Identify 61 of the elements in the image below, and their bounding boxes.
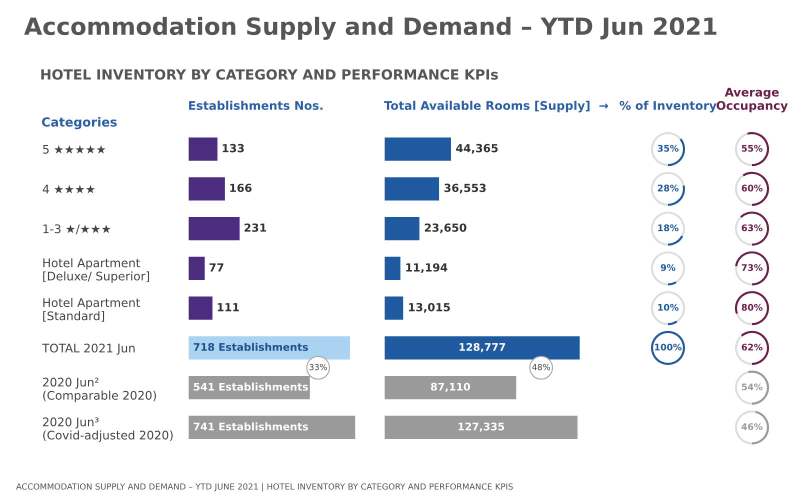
data-label: 46% (742, 423, 763, 430)
bar (384, 136, 452, 162)
data-label: 128,777 (460, 343, 506, 352)
data-label: 10% (658, 304, 679, 311)
chart-title: Total Available Rooms [Supply] → (384, 100, 608, 112)
bar (188, 295, 214, 322)
bar (384, 374, 518, 401)
bar (384, 414, 579, 440)
data-label: 231 (244, 223, 266, 232)
y-tick-label: TOTAL 2021 Jun (42, 344, 135, 355)
y-tick-label: 2020 Jun³ (Covid-adjusted 2020) (43, 417, 173, 442)
data-label: 36,553 (444, 184, 486, 194)
data-label: 11,194 (406, 263, 448, 274)
text: ACCOMMODATION SUPPLY AND DEMAND – YTD JUNE 2021 | HOTEL INVENTORY BY CATEGORY AND PERFORMANCE KPIS (16, 483, 513, 492)
annotation: 48% (532, 364, 550, 370)
data-label: 62% (742, 344, 763, 351)
bar (188, 414, 357, 440)
data-label: 741 Establishments (194, 422, 308, 430)
bar (188, 216, 242, 242)
data-label: 100% (655, 344, 682, 351)
y-tick-label: 2020 Jun² (Comparable 2020) (43, 378, 156, 402)
data-label: 80% (742, 304, 763, 311)
data-label: 54% (742, 383, 763, 390)
data-label: 127,335 (458, 422, 504, 432)
bar (384, 176, 440, 202)
data-label: 60% (742, 184, 763, 192)
text: Average Occupancy (716, 88, 788, 112)
text: HOTEL INVENTORY BY CATEGORY AND PERFORMANCE KPIs (41, 69, 498, 80)
data-label: 55% (742, 144, 763, 152)
data-label: 18% (658, 224, 679, 232)
data-label: 23,650 (424, 223, 466, 234)
data-label: 87,110 (430, 382, 470, 392)
bar (188, 255, 206, 282)
chart-title: Establishments Nos. (189, 100, 322, 110)
data-label: 541 Establishments (194, 382, 308, 391)
bar (384, 255, 402, 282)
data-label: 13,015 (409, 302, 450, 313)
bar (188, 176, 226, 202)
data-label: 28% (658, 184, 679, 192)
data-label: 35% (658, 144, 679, 152)
data-label: 77 (210, 263, 224, 272)
bar (188, 136, 219, 162)
bar (384, 216, 421, 242)
data-label: 44,365 (456, 144, 498, 154)
y-tick-label: Hotel Apartment [Standard] (43, 298, 140, 322)
bar (384, 295, 405, 322)
data-label: 111 (218, 303, 239, 312)
y-tick-label: Hotel Apartment [Deluxe/ Superior] (43, 258, 150, 283)
y-tick-label: 4 ★★★★ (42, 184, 95, 194)
data-label: 9% (660, 264, 676, 271)
data-label: 133 (222, 144, 244, 152)
y-axis-title: Categories (42, 117, 117, 130)
annotation: 33% (309, 364, 327, 370)
data-label: 73% (742, 264, 763, 271)
y-tick-label: 1-3 ★/★★★ (43, 224, 111, 234)
data-label: 166 (230, 184, 252, 192)
text: Accommodation Supply and Demand – YTD Jun 2021 (24, 16, 716, 40)
text: % of Inventory (620, 100, 717, 112)
y-tick-label: 5 ★★★★★ (43, 144, 106, 154)
data-label: 63% (742, 224, 763, 232)
data-label: 718 Establishments (194, 342, 308, 351)
